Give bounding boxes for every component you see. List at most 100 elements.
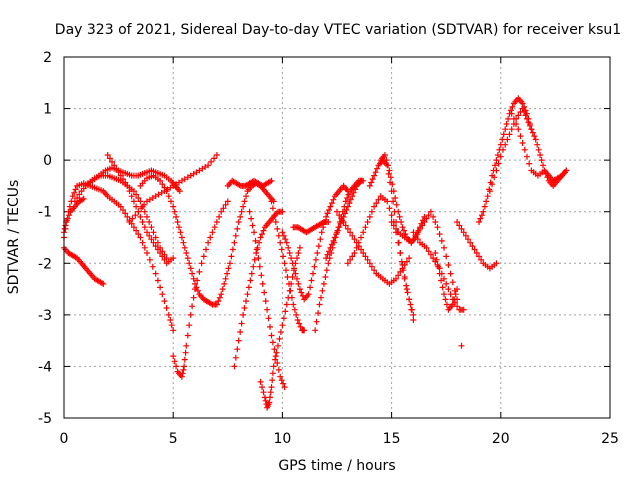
data-point bbox=[310, 270, 316, 277]
data-point bbox=[276, 335, 283, 342]
data-point bbox=[71, 189, 78, 196]
data-point bbox=[500, 131, 507, 138]
data-point bbox=[279, 322, 286, 329]
data-point bbox=[502, 141, 509, 148]
data-point bbox=[368, 179, 375, 186]
data-point bbox=[436, 231, 443, 238]
data-point bbox=[358, 234, 364, 241]
data-point bbox=[257, 234, 264, 241]
data-point bbox=[275, 342, 281, 349]
data-point bbox=[224, 270, 231, 277]
data-point bbox=[410, 311, 417, 318]
data-point bbox=[343, 207, 350, 213]
data-point bbox=[430, 255, 437, 262]
data-point bbox=[280, 380, 287, 387]
data-point bbox=[396, 213, 403, 220]
data-point bbox=[441, 291, 447, 298]
data-point bbox=[126, 219, 133, 225]
data-point bbox=[366, 213, 373, 220]
data-point bbox=[218, 291, 225, 298]
data-point bbox=[327, 244, 334, 251]
data-point bbox=[342, 210, 348, 217]
data-point bbox=[250, 263, 257, 270]
data-point bbox=[270, 363, 277, 370]
data-point bbox=[272, 353, 279, 360]
data-point bbox=[400, 267, 407, 274]
data-point bbox=[427, 251, 434, 258]
data-point bbox=[325, 260, 332, 267]
data-point bbox=[349, 253, 356, 260]
data-point bbox=[66, 203, 73, 210]
data-point bbox=[519, 105, 526, 112]
data-point bbox=[538, 157, 545, 164]
data-point bbox=[213, 219, 220, 225]
data-point bbox=[334, 227, 341, 234]
data-point bbox=[328, 241, 335, 248]
data-point bbox=[189, 303, 196, 310]
data-point bbox=[355, 239, 362, 246]
data-point bbox=[326, 207, 332, 213]
data-point bbox=[269, 370, 276, 377]
data-point bbox=[215, 298, 222, 305]
data-point bbox=[258, 272, 265, 279]
x-axis-label: GPS time / hours bbox=[278, 458, 395, 474]
data-point bbox=[154, 246, 161, 253]
data-point bbox=[234, 225, 241, 232]
data-point bbox=[178, 373, 185, 380]
data-point bbox=[167, 317, 174, 323]
data-point bbox=[225, 265, 232, 272]
data-point bbox=[72, 186, 79, 193]
data-point bbox=[187, 311, 194, 318]
data-point bbox=[296, 286, 303, 293]
data-point bbox=[347, 196, 354, 203]
data-point bbox=[286, 280, 292, 287]
data-point bbox=[170, 203, 177, 210]
data-point bbox=[401, 227, 407, 234]
x-tick-label: 10 bbox=[273, 431, 291, 447]
data-point bbox=[509, 103, 516, 110]
data-point bbox=[443, 280, 450, 287]
data-point bbox=[247, 277, 254, 284]
data-point bbox=[283, 301, 290, 308]
data-point bbox=[238, 320, 245, 327]
data-point bbox=[410, 229, 417, 236]
data-point bbox=[244, 291, 251, 298]
data-point bbox=[427, 208, 434, 215]
data-point bbox=[505, 115, 512, 122]
data-point bbox=[443, 301, 450, 308]
data-point bbox=[267, 323, 273, 330]
data-point bbox=[409, 306, 415, 313]
data-point bbox=[388, 219, 395, 225]
data-point bbox=[283, 239, 290, 246]
data-point bbox=[290, 301, 297, 308]
data-point bbox=[389, 181, 396, 188]
data-point bbox=[181, 363, 188, 370]
data-point bbox=[144, 229, 150, 236]
data-point bbox=[234, 346, 241, 353]
data-point bbox=[283, 267, 289, 274]
data-point bbox=[100, 280, 107, 287]
data-point bbox=[403, 286, 410, 293]
data-point bbox=[266, 399, 273, 406]
data-point bbox=[386, 167, 393, 174]
data-point bbox=[141, 224, 148, 231]
data-point bbox=[120, 207, 126, 213]
data-point bbox=[513, 121, 520, 127]
data-point bbox=[208, 158, 215, 165]
data-point bbox=[267, 394, 273, 401]
data-point bbox=[150, 229, 157, 236]
data-point bbox=[344, 203, 351, 210]
data-point bbox=[278, 377, 285, 384]
data-point bbox=[132, 212, 139, 219]
data-point bbox=[471, 246, 478, 253]
data-point bbox=[517, 133, 524, 140]
data-point bbox=[493, 157, 500, 164]
data-point bbox=[281, 260, 288, 267]
data-point bbox=[205, 239, 212, 246]
data-point bbox=[106, 155, 113, 162]
data-point bbox=[130, 198, 137, 205]
data-point bbox=[122, 179, 129, 186]
data-point bbox=[347, 256, 354, 263]
data-point bbox=[146, 232, 153, 239]
chart-title: Day 323 of 2021, Sidereal Day-to-day VTE… bbox=[55, 22, 621, 38]
